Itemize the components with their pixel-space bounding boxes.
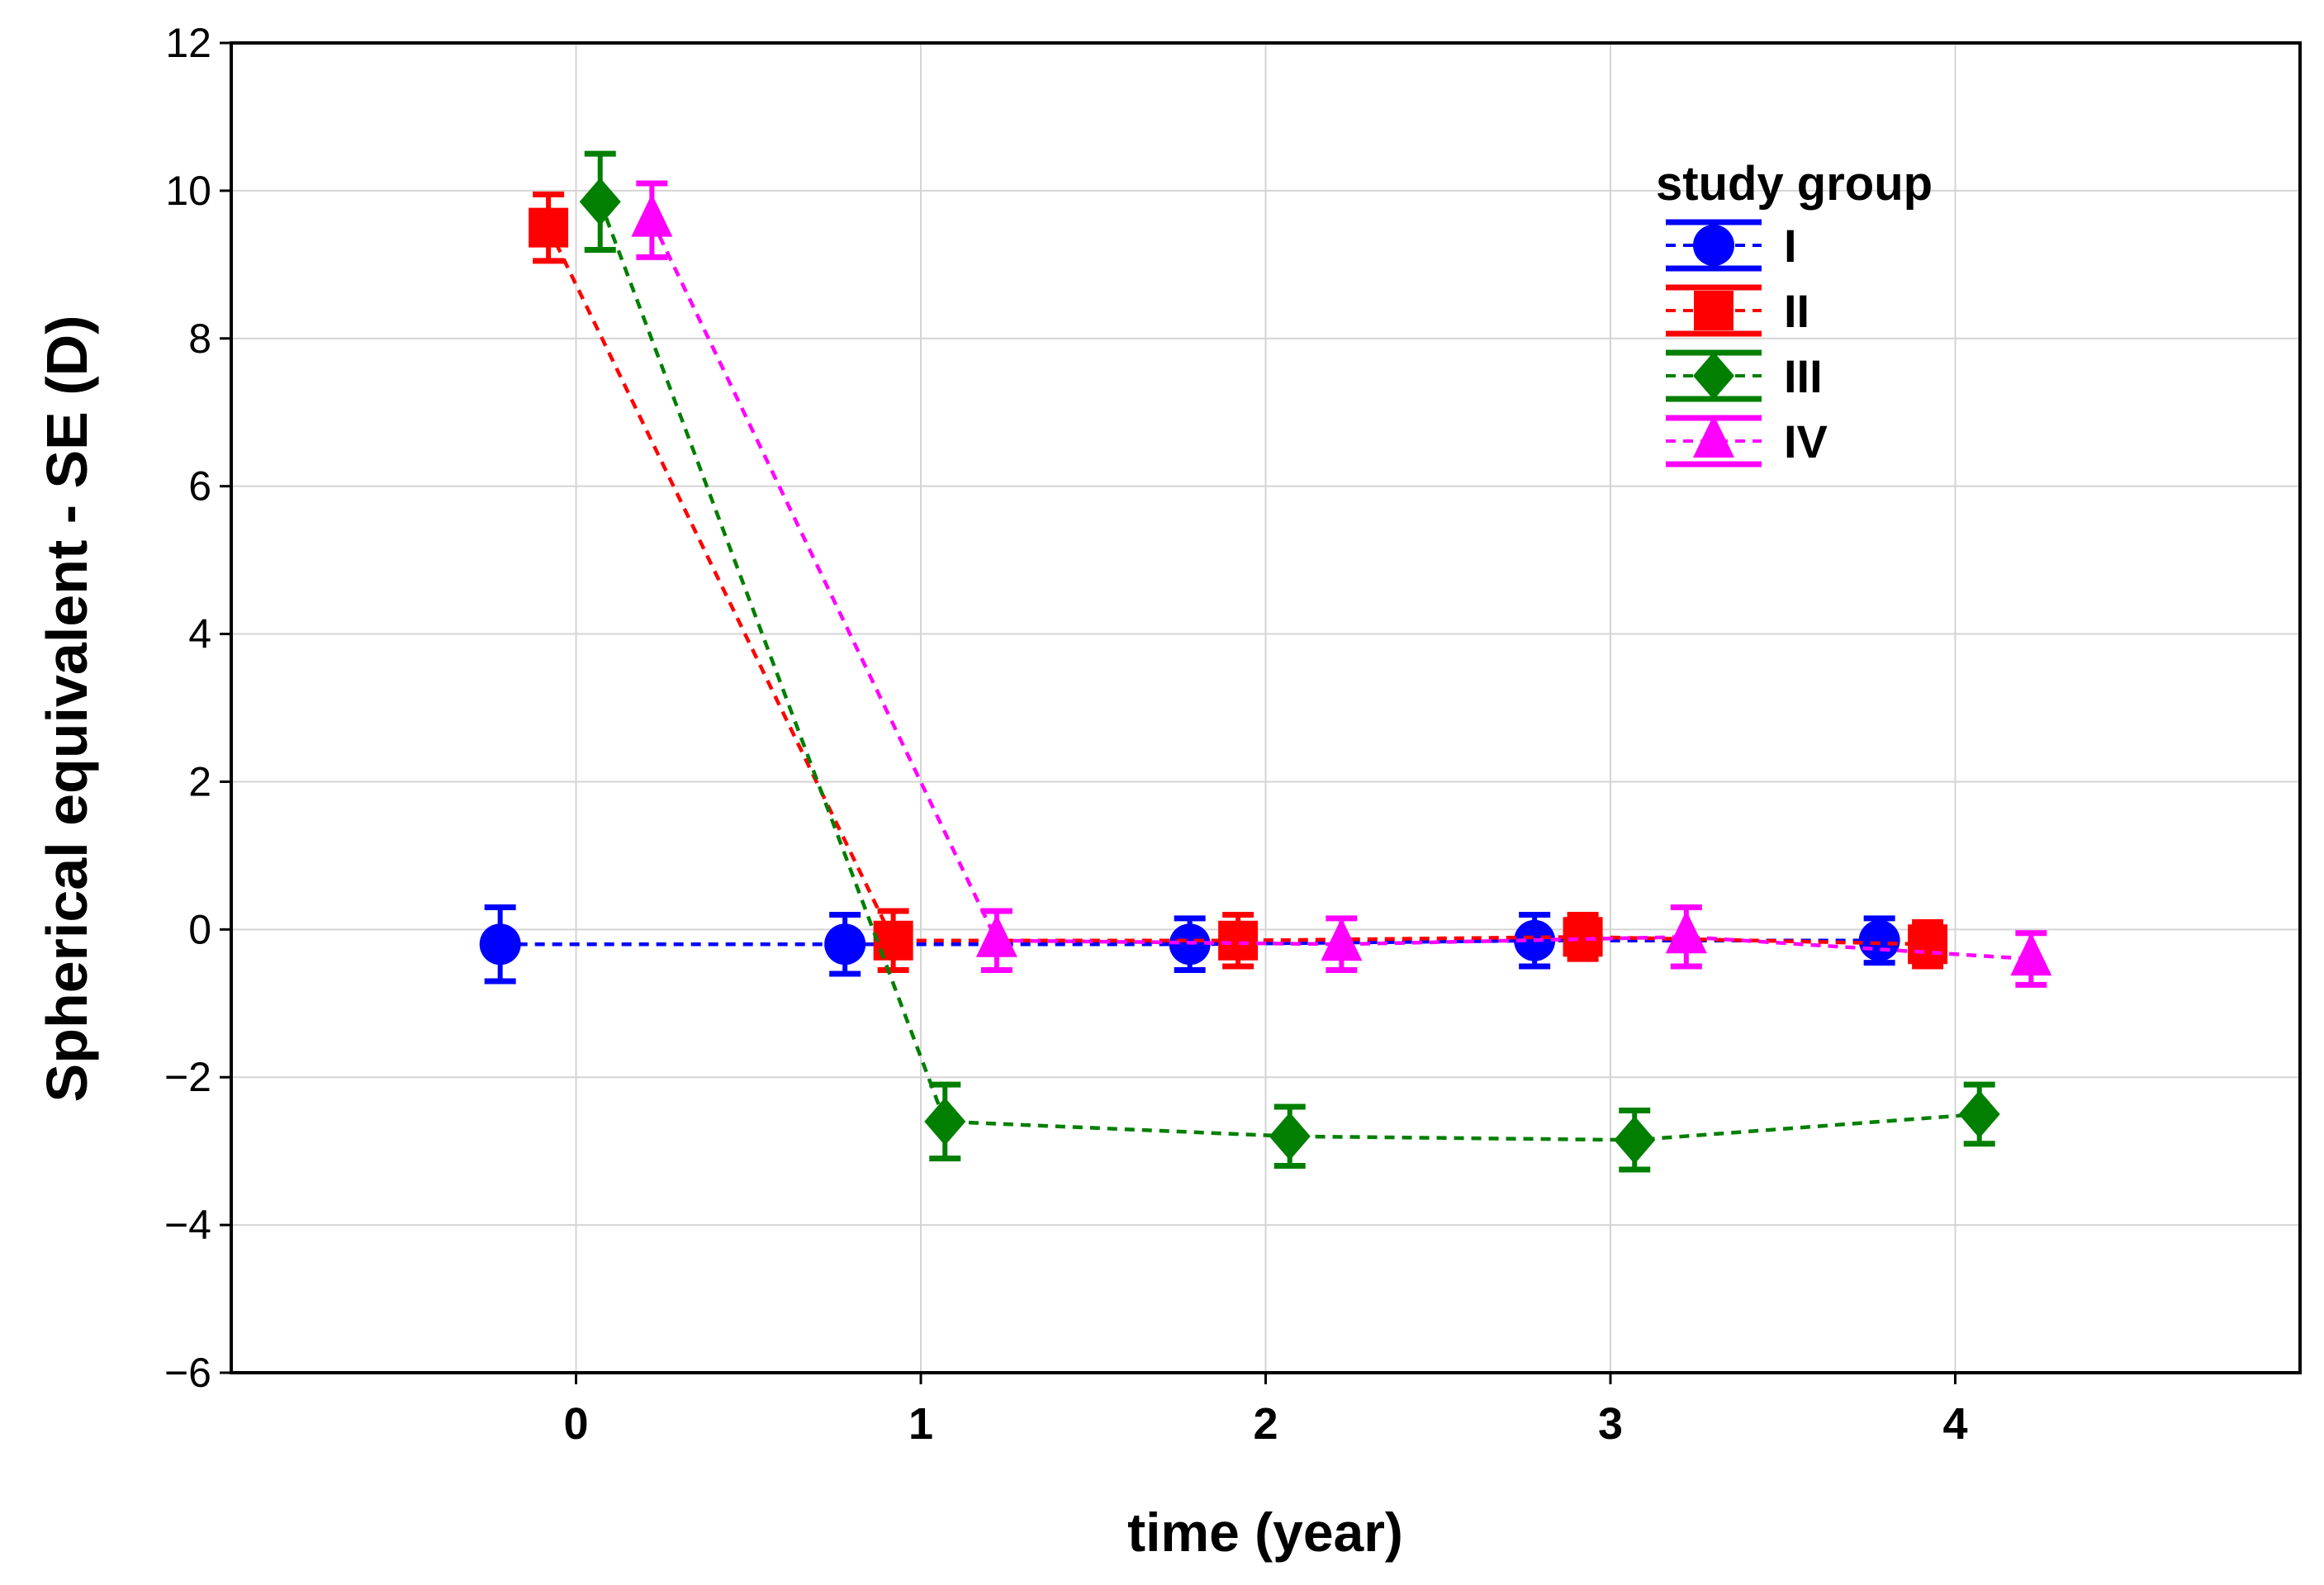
data-point	[631, 193, 673, 237]
x-axis-title: time (year)	[1127, 1502, 1403, 1563]
legend-label: II	[1784, 285, 1809, 337]
data-point	[1614, 1116, 1656, 1165]
data-point	[2010, 932, 2052, 976]
y-axis-title: Spherical equivalent - SE (D)	[35, 316, 99, 1103]
data-point	[873, 920, 913, 961]
y-tick-label: 12	[165, 20, 211, 66]
legend-item-IV: IV	[1666, 415, 1828, 467]
series-IV	[631, 180, 2052, 988]
data-point	[579, 178, 621, 226]
x-tick-label: 3	[1598, 1399, 1623, 1449]
y-tick-label: 6	[188, 463, 211, 510]
data-point	[1665, 910, 1707, 954]
legend-item-I: I	[1666, 219, 1797, 272]
data-point	[824, 923, 866, 966]
legend-marker	[1693, 352, 1734, 400]
series-layer	[479, 150, 2052, 1173]
data-point	[1958, 1089, 2000, 1138]
legend-label: III	[1784, 350, 1823, 402]
y-tick-label: −4	[164, 1202, 211, 1248]
y-tick-label: 0	[188, 906, 211, 952]
legend-marker	[1693, 415, 1734, 458]
x-tick-label: 4	[1942, 1399, 1967, 1449]
y-tick-label: 4	[188, 611, 211, 657]
legend-marker	[1693, 225, 1734, 266]
x-tick-label: 1	[908, 1399, 933, 1449]
y-tick-label: −6	[164, 1350, 211, 1396]
y-tick-label: 10	[165, 168, 211, 214]
data-point	[1269, 1112, 1311, 1160]
data-point	[1218, 920, 1259, 961]
legend-label: I	[1784, 220, 1797, 272]
data-point	[1858, 919, 1900, 961]
data-point	[1321, 918, 1363, 961]
data-point	[1908, 924, 1948, 965]
series-line	[500, 938, 1880, 947]
data-point	[479, 923, 521, 966]
y-axis: −6 −4 −2 0 2 4 6 8 10 12	[164, 20, 231, 1396]
series-III	[579, 150, 2000, 1173]
data-point	[1563, 917, 1603, 957]
legend-marker	[1694, 291, 1734, 330]
data-point	[529, 207, 569, 248]
y-tick-label: 2	[188, 758, 211, 804]
grid	[231, 42, 2300, 1374]
data-point	[975, 914, 1017, 957]
x-tick-label: 2	[1253, 1399, 1278, 1449]
legend-item-III: III	[1666, 349, 1823, 402]
legend-item-II: II	[1666, 284, 1809, 337]
series-line	[650, 219, 2032, 961]
y-tick-label: 8	[188, 316, 211, 362]
x-axis: 0 1 2 3 4	[563, 1373, 1968, 1449]
x-tick-label: 0	[563, 1399, 588, 1449]
legend-title: study group	[1656, 157, 1933, 211]
legend-label: IV	[1784, 415, 1828, 467]
y-tick-label: −2	[164, 1054, 211, 1100]
data-point	[924, 1097, 966, 1146]
